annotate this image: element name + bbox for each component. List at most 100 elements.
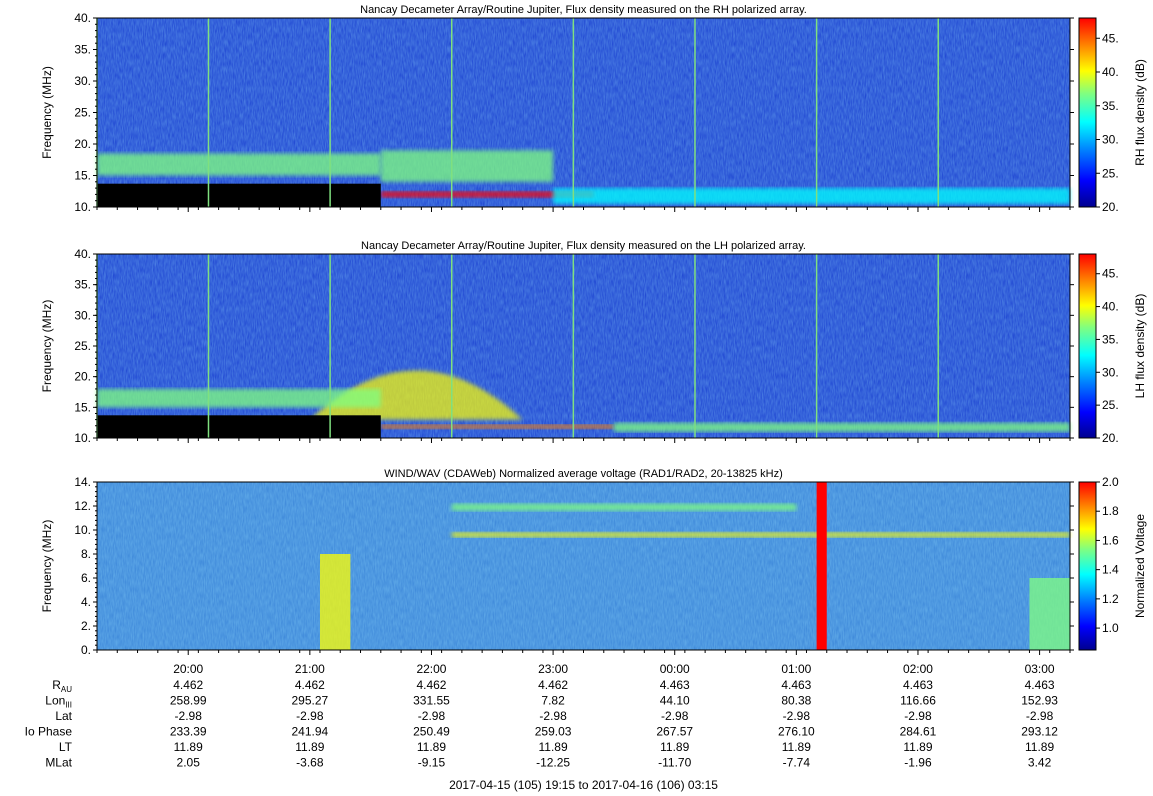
- ephemeris-value: 11.89: [174, 740, 203, 754]
- ephemeris-label: RAU: [52, 678, 72, 694]
- spectrogram-panel-2: Nancay Decameter Array/Routine Jupiter, …: [40, 240, 1147, 445]
- ephemeris-value: 4.462: [538, 678, 568, 692]
- ephemeris-value: 152.93: [1021, 694, 1058, 708]
- ephemeris-value: 233.39: [170, 725, 207, 739]
- x-tick-label: 23:00: [538, 662, 568, 676]
- ephemeris-value: 293.12: [1021, 725, 1058, 739]
- ephemeris-value: 4.462: [295, 678, 325, 692]
- ephemeris-value: 250.49: [413, 725, 450, 739]
- y-tick-label: 25.: [74, 106, 91, 120]
- ephemeris-label: LT: [59, 740, 73, 754]
- colorbar-tick-label: 1.2: [1102, 592, 1119, 606]
- y-tick-label: 2.: [81, 619, 91, 633]
- ephemeris-value: 44.10: [660, 694, 690, 708]
- ephemeris-value: 116.66: [900, 694, 936, 708]
- emission-band: [451, 532, 1070, 538]
- ephemeris-value: -7.74: [783, 756, 811, 770]
- colorbar-tick-label: 25.: [1102, 166, 1119, 180]
- ephemeris-value: -2.98: [904, 709, 932, 723]
- colorbar-tick-label: 40.: [1102, 300, 1119, 314]
- masked-region: [97, 183, 381, 207]
- ephemeris-value: -2.98: [1026, 709, 1054, 723]
- ephemeris-value: 4.463: [781, 678, 811, 692]
- ephemeris-value: 4.463: [660, 678, 690, 692]
- colorbar-tick-label: 20.: [1102, 431, 1119, 445]
- colorbar-tick-label: 35.: [1102, 332, 1119, 346]
- y-tick-label: 4.: [81, 595, 91, 609]
- x-tick-label: 00:00: [660, 662, 690, 676]
- x-tick-label: 20:00: [173, 662, 203, 676]
- ephemeris-value: 11.89: [1025, 740, 1054, 754]
- colorbar-tick-label: 1.6: [1102, 533, 1119, 547]
- ephemeris-value: 11.89: [417, 740, 446, 754]
- emission-band: [451, 503, 797, 511]
- colorbar-tick-label: 1.4: [1102, 563, 1119, 577]
- y-tick-label: 8.: [81, 547, 91, 561]
- ephemeris-value: 267.57: [656, 725, 693, 739]
- y-tick-label: 35.: [74, 43, 91, 57]
- emission-burst: [319, 554, 351, 650]
- ephemeris-value: 2.05: [177, 756, 201, 770]
- colorbar-tick-label: 30.: [1102, 133, 1119, 147]
- emission-band: [380, 424, 614, 429]
- colorbar-tick-label: 1.8: [1102, 504, 1119, 518]
- colorbar: [1078, 253, 1097, 439]
- x-tick-label: 22:00: [416, 662, 446, 676]
- emission-arc: [309, 370, 523, 420]
- y-axis-label: Frequency (MHz): [40, 66, 54, 159]
- y-tick-label: 35.: [74, 278, 91, 292]
- ephemeris-value: 3.42: [1028, 756, 1052, 770]
- colorbar: [1078, 481, 1097, 651]
- y-tick-label: 10.: [74, 200, 91, 214]
- ephemeris-value: 4.463: [1025, 678, 1055, 692]
- y-tick-label: 20.: [74, 370, 91, 384]
- y-axis-label: Frequency (MHz): [40, 520, 54, 613]
- ephemeris-value: 11.89: [782, 740, 811, 754]
- ephemeris-value: 4.462: [173, 678, 203, 692]
- ephemeris-value: -2.98: [783, 709, 811, 723]
- colorbar-tick-label: 30.: [1102, 365, 1119, 379]
- y-tick-label: 30.: [74, 74, 91, 88]
- emission-band: [97, 388, 381, 408]
- colorbar-tick-label: 40.: [1102, 65, 1119, 79]
- panel-title: Nancay Decameter Array/Routine Jupiter, …: [361, 240, 806, 252]
- colorbar-label: Normalized Voltage: [1133, 514, 1147, 618]
- y-tick-label: 20.: [74, 137, 91, 151]
- spectrogram-panel-1: Nancay Decameter Array/Routine Jupiter, …: [40, 4, 1147, 214]
- ephemeris-value: 4.462: [416, 678, 446, 692]
- ephemeris-value: -2.98: [296, 709, 324, 723]
- ephemeris-value: 4.463: [903, 678, 933, 692]
- ephemeris-label: Io Phase: [25, 725, 73, 739]
- ephemeris-value: 7.82: [541, 694, 565, 708]
- emission-burst: [816, 482, 827, 650]
- ephemeris-value: 258.99: [170, 694, 207, 708]
- y-tick-label: 0.: [81, 643, 91, 657]
- x-tick-label: 01:00: [781, 662, 811, 676]
- colorbar-tick-label: 2.0: [1102, 475, 1119, 489]
- colorbar-tick-label: 25.: [1102, 398, 1119, 412]
- colorbar-label: LH flux density (dB): [1133, 294, 1147, 399]
- y-axis-label: Frequency (MHz): [40, 300, 54, 393]
- emission-band: [553, 188, 1070, 204]
- ephemeris-value: 241.94: [291, 725, 328, 739]
- ephemeris-value: -2.98: [175, 709, 203, 723]
- ephemeris-value: 284.61: [900, 725, 937, 739]
- ephemeris-label: LonIII: [45, 694, 72, 710]
- x-tick-label: 02:00: [903, 662, 933, 676]
- y-tick-label: 40.: [74, 11, 91, 25]
- ephemeris-value: -2.98: [539, 709, 567, 723]
- ephemeris-value: 276.10: [778, 725, 815, 739]
- y-tick-label: 10.: [74, 523, 91, 537]
- emission-burst: [1029, 578, 1070, 650]
- ephemeris-label: MLat: [45, 756, 72, 770]
- ephemeris-value: 295.27: [291, 694, 328, 708]
- masked-region: [97, 415, 381, 438]
- colorbar-tick-label: 45.: [1102, 267, 1119, 281]
- spectrogram-noise: [97, 18, 1070, 207]
- ephemeris-value: -2.98: [661, 709, 689, 723]
- colorbar-tick-label: 20.: [1102, 200, 1119, 214]
- spectrogram-panel-3: WIND/WAV (CDAWeb) Normalized average vol…: [40, 468, 1147, 657]
- emission-band: [380, 150, 554, 182]
- panel-title: Nancay Decameter Array/Routine Jupiter, …: [360, 4, 807, 16]
